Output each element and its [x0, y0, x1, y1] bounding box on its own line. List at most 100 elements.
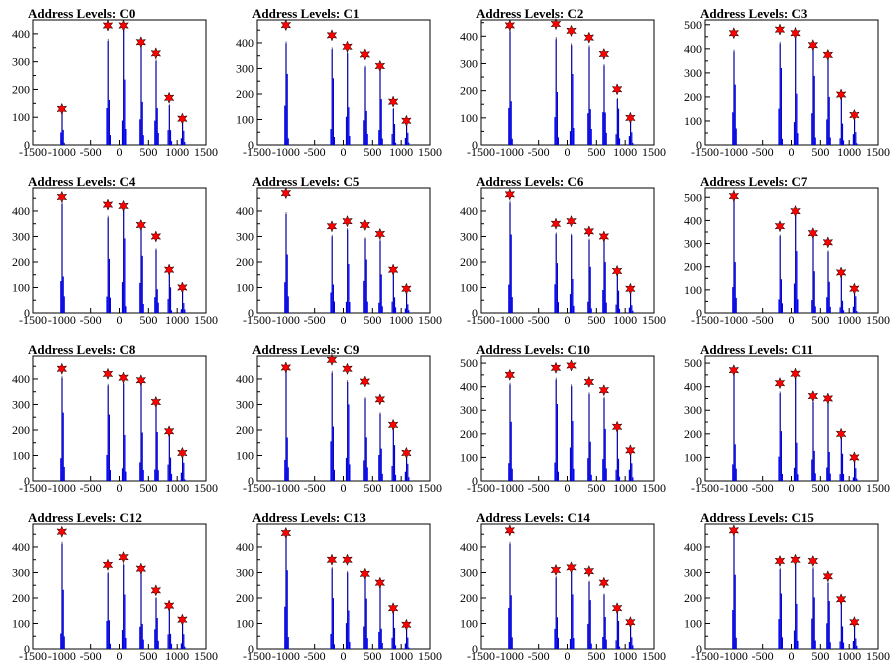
y-tick-label: 100: [684, 450, 702, 464]
histogram-bar: [349, 136, 351, 145]
histogram-panel: Address Levels: C4 0 100 200 300 400 -1500 -100…: [0, 168, 224, 336]
x-tick-label: -1000: [496, 649, 524, 663]
histogram-bar: [632, 645, 634, 649]
y-tick-label: 200: [12, 591, 30, 605]
histogram-panel: Address Levels: C12 0 100 200 300 400 -1500 -10…: [0, 504, 224, 672]
y-tick-label: 300: [12, 55, 30, 69]
histogram-bar: [378, 455, 380, 481]
histogram-plot: 0 100 200 300 400 -1500 -1000 -500 0 500 1000 1500: [12, 187, 218, 327]
histogram-bar: [604, 428, 606, 481]
histogram-plot: 0 100 200 300 400 -1500 -1000 -500 0 500 1000 1500: [12, 523, 218, 663]
x-tick-label: -1000: [48, 481, 76, 495]
histogram-bar: [829, 473, 831, 481]
histogram-bar: [781, 637, 783, 649]
y-tick-label: 0: [696, 138, 702, 152]
histogram-bar: [631, 132, 633, 145]
x-tick-label: 1500: [642, 313, 666, 327]
histogram-bar: [628, 469, 630, 481]
histogram-bar: [408, 142, 410, 145]
histogram-bar: [590, 308, 592, 313]
peak-marker: [163, 425, 175, 438]
histogram-bar: [139, 626, 141, 649]
histogram-bar: [587, 623, 589, 649]
histogram-bar: [813, 75, 815, 145]
histogram-bar: [839, 474, 841, 481]
x-tick-label: -1500: [467, 313, 495, 327]
histogram-bar: [617, 458, 620, 481]
histogram-bar: [141, 255, 143, 313]
x-tick-label: -500: [304, 313, 326, 327]
y-tick-label: 300: [12, 565, 30, 579]
histogram-bar: [287, 467, 289, 481]
plot-frame: [32, 187, 207, 314]
x-tick-label: 1000: [165, 649, 189, 663]
peak-marker: [135, 218, 147, 232]
histogram-bar: [157, 470, 159, 481]
peak-marker: [790, 27, 801, 40]
histogram-bar: [394, 142, 397, 145]
peak-marker: [280, 18, 292, 32]
histogram-bar: [184, 309, 186, 313]
peak-marker: [56, 190, 68, 204]
histogram-bar: [829, 137, 831, 145]
histogram-bar: [286, 570, 288, 649]
histogram-bar: [557, 302, 559, 313]
x-tick-label: -1000: [272, 649, 300, 663]
panel-title: Address Levels: C2: [476, 6, 584, 21]
y-tick-label: 200: [236, 423, 254, 437]
histogram-bar: [124, 238, 126, 313]
y-tick-label: 0: [696, 642, 702, 656]
histogram-bar: [589, 266, 591, 313]
peak-marker: [163, 91, 175, 104]
peak-marker: [118, 551, 129, 564]
x-tick-label: -1500: [467, 145, 495, 159]
histogram-bar: [628, 642, 630, 649]
histogram-bar: [363, 280, 365, 313]
x-tick-label: 1000: [165, 481, 189, 495]
histogram-bar: [404, 308, 406, 313]
histogram-bar: [618, 138, 621, 145]
peak-marker: [504, 188, 516, 201]
x-tick-label: 1500: [642, 145, 666, 159]
histogram-bar: [156, 108, 158, 145]
x-tick-label: 1500: [866, 481, 890, 495]
histogram-bar: [826, 623, 828, 649]
x-tick-label: -1500: [691, 145, 719, 159]
x-tick-label: 500: [811, 481, 829, 495]
peak-marker: [401, 114, 412, 127]
x-tick-label: 0: [789, 313, 795, 327]
peak-marker: [849, 451, 860, 464]
histogram-bar: [796, 442, 798, 481]
histogram-bar: [393, 124, 396, 145]
y-tick-label: 100: [460, 111, 478, 125]
y-tick-label: 300: [460, 56, 478, 70]
x-tick-label: 0: [117, 313, 123, 327]
y-tick-label: 0: [472, 138, 478, 152]
histogram-bar: [602, 112, 604, 145]
histogram-bar: [169, 457, 172, 481]
peak-marker: [790, 553, 801, 566]
peak-marker: [326, 29, 338, 42]
peak-marker: [342, 553, 353, 566]
peak-marker: [401, 446, 412, 460]
x-tick-label: -500: [528, 649, 550, 663]
histogram-bar: [394, 307, 397, 313]
y-tick-label: 200: [460, 427, 478, 441]
y-tick-label: 300: [12, 397, 30, 411]
peak-marker: [326, 553, 338, 566]
y-tick-label: 200: [236, 255, 254, 269]
x-tick-label: 0: [117, 481, 123, 495]
histogram-bar: [363, 626, 365, 649]
x-tick-label: -1500: [243, 313, 271, 327]
histogram-bar: [62, 129, 64, 145]
y-tick-label: 400: [460, 204, 478, 218]
y-tick-label: 0: [696, 306, 702, 320]
peak-marker: [342, 362, 353, 375]
y-tick-label: 200: [236, 87, 254, 101]
x-tick-label: 1000: [613, 649, 637, 663]
histogram-bar: [628, 307, 630, 313]
histogram-bar: [184, 479, 186, 481]
peak-marker: [280, 526, 292, 540]
histogram-panel: Address Levels: C2 0 100 200 300 400 -1500 -100…: [448, 0, 672, 168]
x-tick-label: -1000: [48, 145, 76, 159]
